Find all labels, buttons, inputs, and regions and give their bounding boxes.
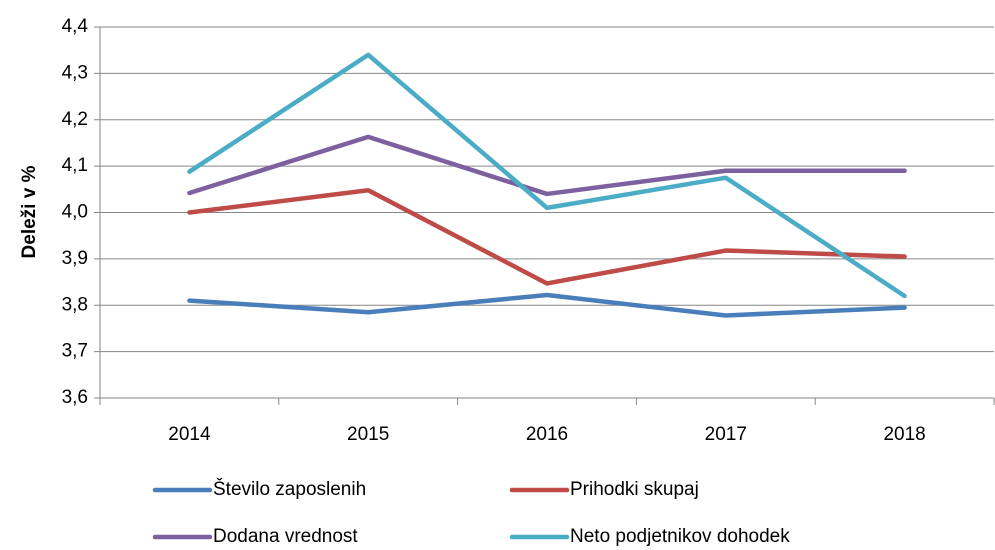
y-tick-label: 4,1 (62, 155, 88, 176)
x-tick-label: 2014 (168, 424, 211, 445)
y-tick-label: 3,7 (62, 341, 88, 362)
legend-label: Število zaposlenih (213, 478, 366, 500)
series-line (187, 292, 907, 318)
y-tick-label: 3,8 (62, 294, 88, 315)
y-tick-label: 4,0 (62, 202, 88, 223)
x-tick-label: 2017 (705, 424, 747, 445)
legend-label: Prihodki skupaj (570, 479, 699, 500)
x-tick-label: 2015 (347, 424, 389, 445)
x-tick-label: 2016 (526, 424, 568, 445)
legend-label: Dodana vrednost (213, 526, 358, 547)
y-tick-label: 4,3 (62, 62, 88, 83)
series-line (187, 134, 907, 197)
y-tick-label: 3,6 (62, 387, 88, 408)
y-tick-label: 4,2 (62, 109, 88, 130)
y-axis-title: Deleži v % (19, 165, 40, 258)
series-line (187, 52, 907, 299)
y-tick-label: 3,9 (62, 248, 88, 269)
legend-label: Neto podjetnikov dohodek (570, 526, 790, 547)
series-line (187, 187, 907, 286)
y-tick-label: 4,4 (62, 16, 89, 37)
x-tick-label: 2018 (883, 424, 925, 445)
